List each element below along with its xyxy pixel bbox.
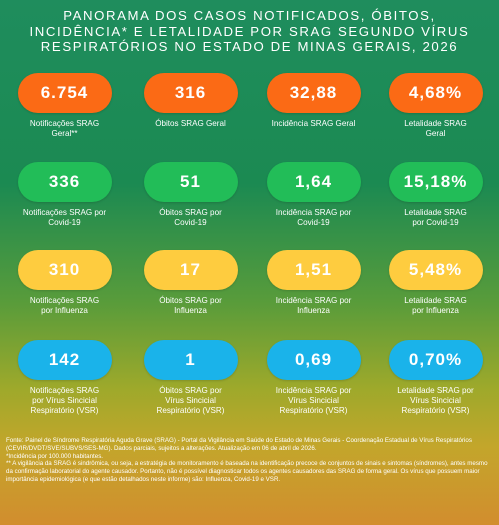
value-pill: 5,48% bbox=[388, 250, 483, 290]
value-pill: 17 bbox=[143, 250, 238, 290]
value-pill: 0,69 bbox=[266, 340, 361, 380]
footer-notes: Fonte: Painel de Síndrome Respiratória A… bbox=[6, 437, 496, 484]
row-covid: 336 Notificações SRAG por Covid-19 51 Ób… bbox=[0, 162, 499, 242]
value-pill: 51 bbox=[143, 162, 238, 202]
label-line: Vírus Sincicial bbox=[165, 396, 216, 405]
value-pill: 142 bbox=[17, 340, 112, 380]
label-line: Óbitos SRAG Geral bbox=[155, 119, 226, 128]
card-label: Notificações SRAG por Influenza bbox=[2, 296, 127, 316]
card-label: Letalidade SRAG Geral bbox=[373, 119, 498, 139]
label-line: Vírus Sincicial bbox=[288, 396, 339, 405]
srag-note: ** A vigilância da SRAG é sindrômica, ou… bbox=[6, 460, 488, 483]
card-label: Notificações SRAG Geral** bbox=[2, 119, 127, 139]
label-line: Incidência SRAG por bbox=[275, 296, 352, 305]
label-line: Letalidade SRAG por bbox=[397, 386, 474, 395]
label-line: Covid-19 bbox=[174, 218, 207, 227]
card-label: Notificações SRAG por Vírus Sincicial Re… bbox=[2, 386, 127, 416]
card-label: Óbitos SRAG por Covid-19 bbox=[128, 208, 253, 228]
label-line: Respiratório (VSR) bbox=[401, 406, 470, 415]
label-line: Letalidade SRAG bbox=[404, 296, 467, 305]
label-line: Geral** bbox=[51, 129, 78, 138]
label-line: Respiratório (VSR) bbox=[30, 406, 99, 415]
card-label: Incidência SRAG por Influenza bbox=[251, 296, 376, 316]
label-line: Óbitos SRAG por bbox=[159, 296, 222, 305]
label-line: Geral bbox=[425, 129, 446, 138]
row-geral: 6.754 Notificações SRAG Geral** 316 Óbit… bbox=[0, 73, 499, 153]
incidence-note: *Incidência por 100.000 habitantes. bbox=[6, 452, 104, 460]
label-line: Covid-19 bbox=[297, 218, 330, 227]
label-line: Covid-19 bbox=[48, 218, 81, 227]
card-label: Incidência SRAG Geral bbox=[251, 119, 376, 129]
title-line-1: PANORAMA DOS CASOS NOTIFICADOS, ÓBITOS, bbox=[63, 8, 436, 23]
label-line: por Influenza bbox=[41, 306, 88, 315]
value-pill: 316 bbox=[143, 73, 238, 113]
label-line: Respiratório (VSR) bbox=[279, 406, 348, 415]
value-pill: 1,64 bbox=[266, 162, 361, 202]
card-label: Letalidade SRAG por Vírus Sincicial Resp… bbox=[373, 386, 498, 416]
value-pill: 1,51 bbox=[266, 250, 361, 290]
source-note: Fonte: Painel de Síndrome Respiratória A… bbox=[6, 437, 472, 452]
value-pill: 310 bbox=[17, 250, 112, 290]
card-label: Óbitos SRAG por Influenza bbox=[128, 296, 253, 316]
title-line-3: RESPIRATÓRIOS NO ESTADO DE MINAS GERAIS,… bbox=[40, 39, 459, 54]
label-line: Notificações SRAG bbox=[29, 386, 100, 395]
value-pill: 15,18% bbox=[388, 162, 483, 202]
label-line: por Influenza bbox=[412, 306, 459, 315]
label-line: por Vírus Sincicial bbox=[32, 396, 97, 405]
card-label: Óbitos SRAG por Vírus Sincicial Respirat… bbox=[128, 386, 253, 416]
value-pill: 336 bbox=[17, 162, 112, 202]
label-line: Incidência SRAG por bbox=[275, 208, 352, 217]
label-line: Óbitos SRAG por bbox=[159, 386, 222, 395]
card-label: Letalidade SRAG por Covid-19 bbox=[373, 208, 498, 228]
card-label: Incidência SRAG por Vírus Sincicial Resp… bbox=[251, 386, 376, 416]
label-line: por Covid-19 bbox=[412, 218, 459, 227]
value-pill: 0,70% bbox=[388, 340, 483, 380]
card-label: Incidência SRAG por Covid-19 bbox=[251, 208, 376, 228]
label-line: Óbitos SRAG por bbox=[159, 208, 222, 217]
label-line: Incidência SRAG por bbox=[275, 386, 352, 395]
value-pill: 32,88 bbox=[266, 73, 361, 113]
title-line-2: INCIDÊNCIA* E LETALIDADE POR SRAG SEGUND… bbox=[29, 23, 470, 39]
label-line: Notificações SRAG bbox=[29, 296, 100, 305]
value-pill: 6.754 bbox=[17, 73, 112, 113]
card-label: Óbitos SRAG Geral bbox=[128, 119, 253, 129]
label-line: Respiratório (VSR) bbox=[156, 406, 225, 415]
label-line: Influenza bbox=[174, 306, 207, 315]
label-line: Letalidade SRAG bbox=[404, 119, 467, 128]
label-line: Vírus Sincicial bbox=[410, 396, 461, 405]
page-title: PANORAMA DOS CASOS NOTIFICADOS, ÓBITOS, … bbox=[0, 8, 499, 55]
value-pill: 1 bbox=[143, 340, 238, 380]
label-line: Incidência SRAG Geral bbox=[271, 119, 356, 128]
label-line: Notificações SRAG bbox=[29, 119, 100, 128]
row-influenza: 310 Notificações SRAG por Influenza 17 Ó… bbox=[0, 250, 499, 330]
row-vsr: 142 Notificações SRAG por Vírus Sincicia… bbox=[0, 340, 499, 420]
label-line: Letalidade SRAG bbox=[404, 208, 467, 217]
card-label: Notificações SRAG por Covid-19 bbox=[2, 208, 127, 228]
card-label: Letalidade SRAG por Influenza bbox=[373, 296, 498, 316]
value-pill: 4,68% bbox=[388, 73, 483, 113]
label-line: Notificações SRAG por bbox=[22, 208, 107, 217]
label-line: Influenza bbox=[297, 306, 330, 315]
